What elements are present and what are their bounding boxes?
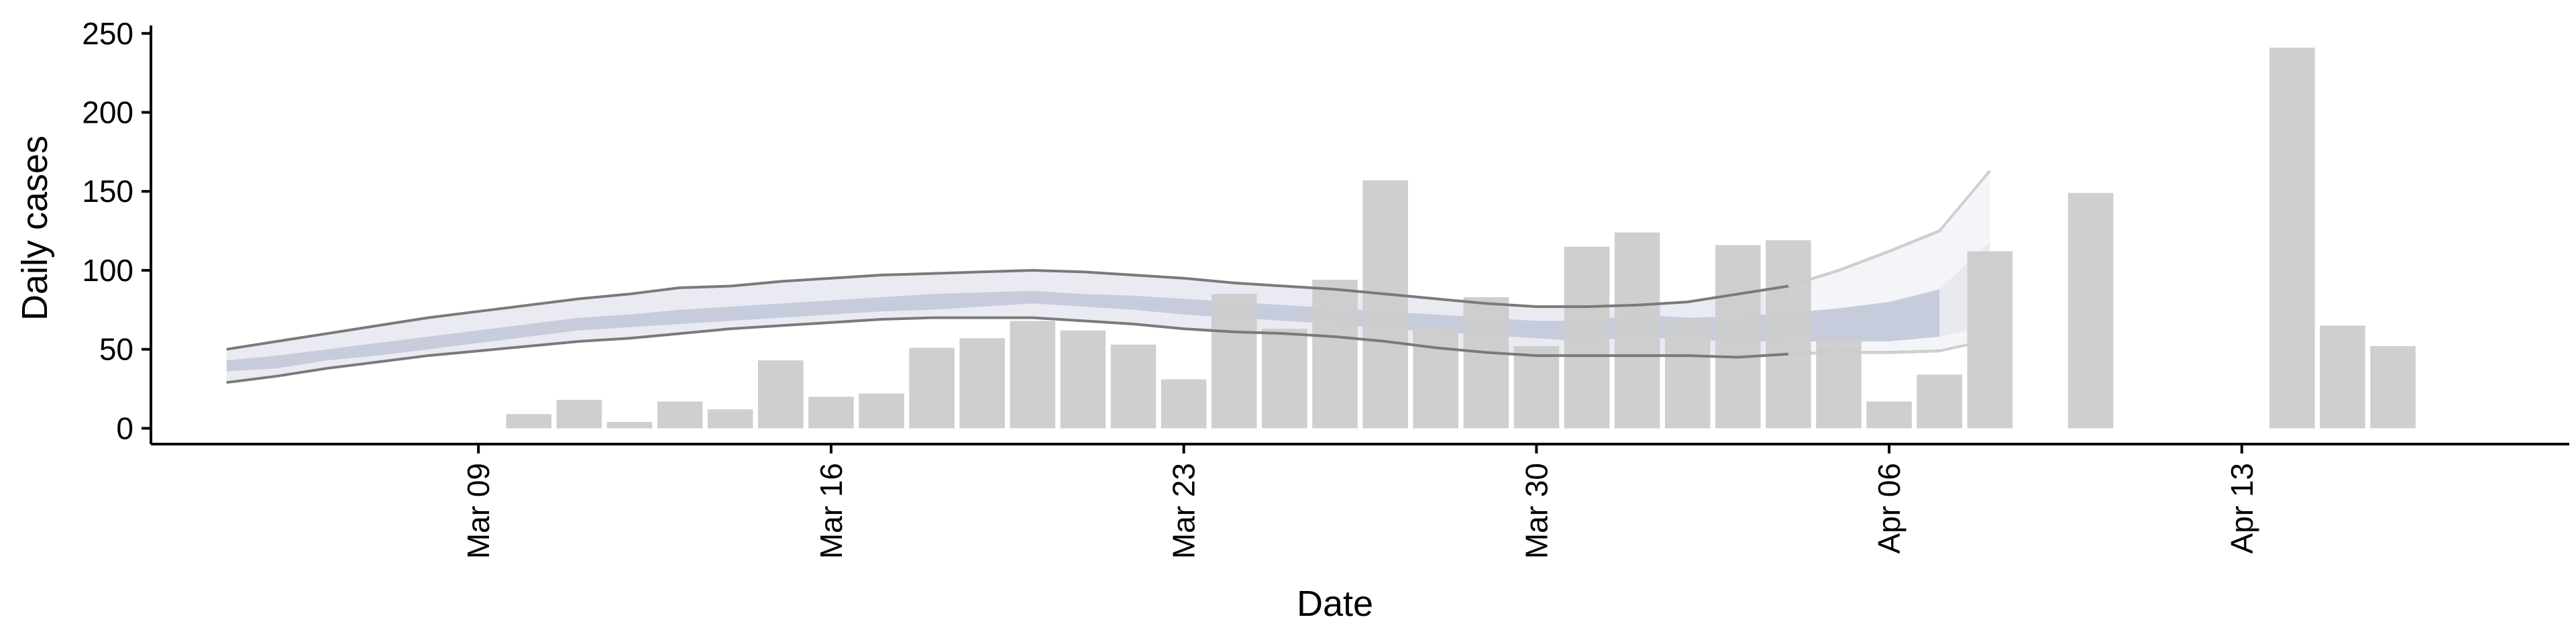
bar — [1715, 245, 1761, 429]
y-tick-label: 50 — [99, 332, 133, 367]
bar — [808, 396, 854, 429]
bar — [959, 338, 1005, 429]
x-axis-title: Date — [1297, 584, 1373, 624]
y-tick-label: 150 — [82, 174, 133, 209]
y-axis-title: Daily cases — [15, 136, 55, 321]
x-tick-label: Apr 13 — [2224, 463, 2259, 554]
bar — [1413, 327, 1458, 429]
y-ticks: 0 50 100 150 200 250 — [82, 16, 151, 445]
x-tick-label: Mar 23 — [1167, 463, 1201, 559]
plot-bound-lines — [226, 170, 1991, 384]
bar — [1262, 329, 1307, 429]
bar — [506, 414, 552, 429]
x-tick-label: Mar 09 — [461, 463, 496, 559]
bar — [1060, 330, 1106, 429]
bar — [758, 360, 804, 429]
y-tick-label: 250 — [82, 16, 133, 51]
bar — [1010, 321, 1056, 429]
forecast-lower-line — [1788, 338, 1990, 356]
x-tick-label: Mar 30 — [1519, 463, 1554, 559]
x-tick-label: Apr 06 — [1872, 463, 1907, 554]
plot-bars — [506, 48, 2416, 429]
y-tick-label: 100 — [82, 253, 133, 288]
bar — [1917, 374, 1962, 429]
axes — [150, 25, 2569, 445]
bar — [2320, 325, 2365, 429]
bar — [1866, 401, 1912, 429]
bar — [909, 347, 955, 429]
bar — [1766, 240, 1811, 429]
forecast-upper-line — [1788, 170, 1991, 288]
bar — [2269, 48, 2315, 429]
bar — [1110, 344, 1157, 429]
x-ticks: Mar 09 Mar 16 Mar 23 Mar 30 Apr 06 Apr 13 — [461, 444, 2259, 559]
bar — [2370, 346, 2416, 429]
bar — [556, 400, 602, 429]
estimate-upper-line — [226, 229, 1940, 351]
x-tick-label: Mar 16 — [814, 463, 849, 559]
bar — [1967, 251, 2013, 429]
y-tick-label: 200 — [82, 95, 133, 130]
bar — [707, 409, 753, 429]
bar — [1664, 319, 1711, 429]
bar — [1614, 232, 1660, 429]
estimate-band-outer — [226, 231, 1940, 383]
bar — [657, 401, 703, 429]
bar — [1513, 346, 1560, 429]
bar — [1362, 180, 1408, 429]
bar — [859, 393, 904, 429]
estimate-lower-line — [226, 316, 1940, 384]
bar — [1161, 379, 1207, 429]
bar — [1564, 246, 1610, 429]
bar — [1463, 297, 1509, 429]
bar — [1312, 280, 1358, 429]
bar — [606, 422, 653, 429]
bar — [2068, 193, 2114, 429]
y-tick-label: 0 — [116, 411, 133, 445]
bar — [1211, 294, 1257, 429]
